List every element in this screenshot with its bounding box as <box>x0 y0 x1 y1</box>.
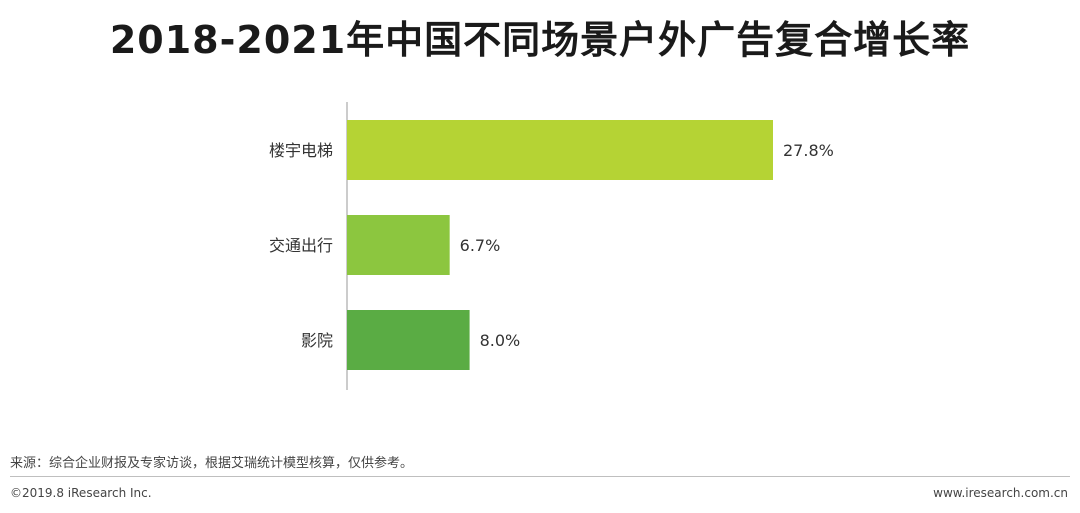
value-label-1: 27.8% <box>783 141 834 160</box>
value-label-2: 6.7% <box>460 236 501 255</box>
website-link[interactable]: www.iresearch.com.cn <box>933 486 1068 500</box>
bar-3 <box>347 310 470 370</box>
category-label-1: 楼宇电梯 <box>269 141 333 160</box>
source-note: 来源：综合企业财报及专家访谈，根据艾瑞统计模型核算，仅供参考。 <box>10 456 414 471</box>
bar-1 <box>347 120 773 180</box>
bar-2 <box>347 215 450 275</box>
chart-title: 2018-2021年中国不同场景户外广告复合增长率 <box>109 18 971 62</box>
copyright-text: ©2019.8 iResearch Inc. <box>10 486 152 500</box>
footer-divider <box>10 476 1070 477</box>
value-label-3: 8.0% <box>480 331 521 350</box>
category-label-3: 影院 <box>301 331 333 350</box>
category-label-2: 交通出行 <box>269 236 333 255</box>
